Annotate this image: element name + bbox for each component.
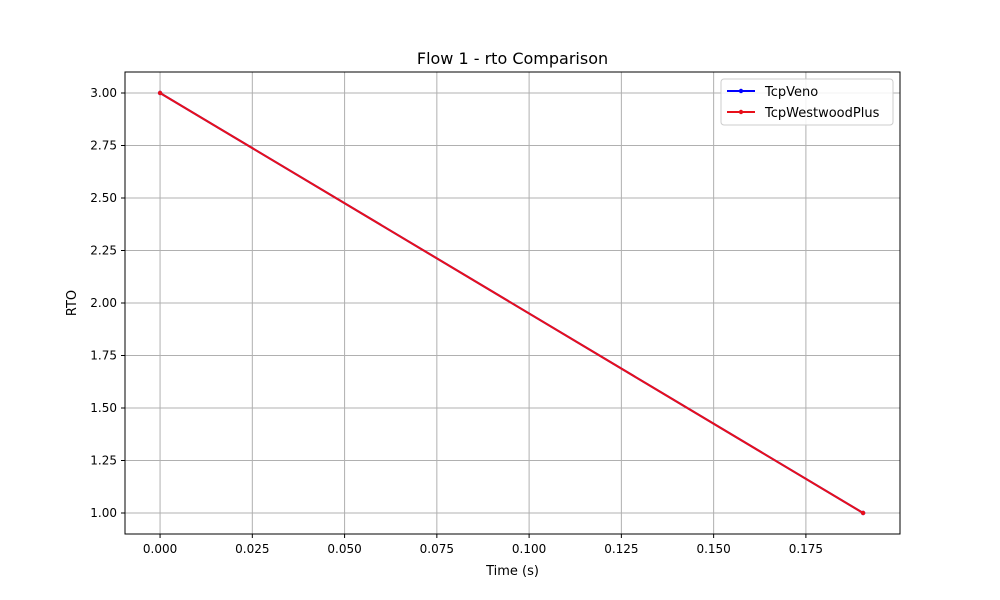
legend-marker-tcpwestwoodplus [738,109,744,115]
series-line-tcpwestwoodplus [159,92,864,514]
grid [125,72,900,534]
legend-marker-tcpveno [738,88,744,94]
x-tick-label: 0.150 [696,542,730,556]
x-tick-label: 0.050 [327,542,361,556]
series-point-tcpwestwoodplus [860,510,866,516]
x-tick-label: 0.025 [235,542,269,556]
ticks: 0.000 0.025 0.050 0.075 0.100 0.125 0.150 0.175… [90,86,823,556]
x-tick-label: 0.075 [420,542,454,556]
x-tick-label: 0.100 [512,542,546,556]
y-tick-label: 1.75 [90,349,117,363]
x-axis-label: Time (s) [485,564,539,579]
legend-box [720,78,894,126]
x-tick-label: 0.125 [604,542,638,556]
legend-label-tcpwestwoodplus: TcpWestwoodPlus [764,106,880,121]
chart-title: Flow 1 - rto Comparison [417,49,608,68]
y-axis-label: RTO [65,290,80,316]
y-tick-label: 2.75 [90,139,117,153]
x-tick-label: 0.000 [143,542,177,556]
y-tick-label: 1.50 [90,401,117,415]
y-tick-label: 1.25 [90,454,117,468]
y-tick-label: 2.00 [90,296,117,310]
y-tick-label: 2.50 [90,191,117,205]
legend-label-tcpveno: TcpVeno [764,85,818,100]
legend: TcpVeno TcpWestwoodPlus [720,78,894,126]
y-tick-label: 2.25 [90,244,117,258]
series-point-tcpwestwoodplus [157,90,163,96]
series-layer [157,90,866,516]
y-tick-label: 3.00 [90,86,117,100]
y-tick-label: 1.00 [90,506,117,520]
x-tick-label: 0.175 [789,542,823,556]
